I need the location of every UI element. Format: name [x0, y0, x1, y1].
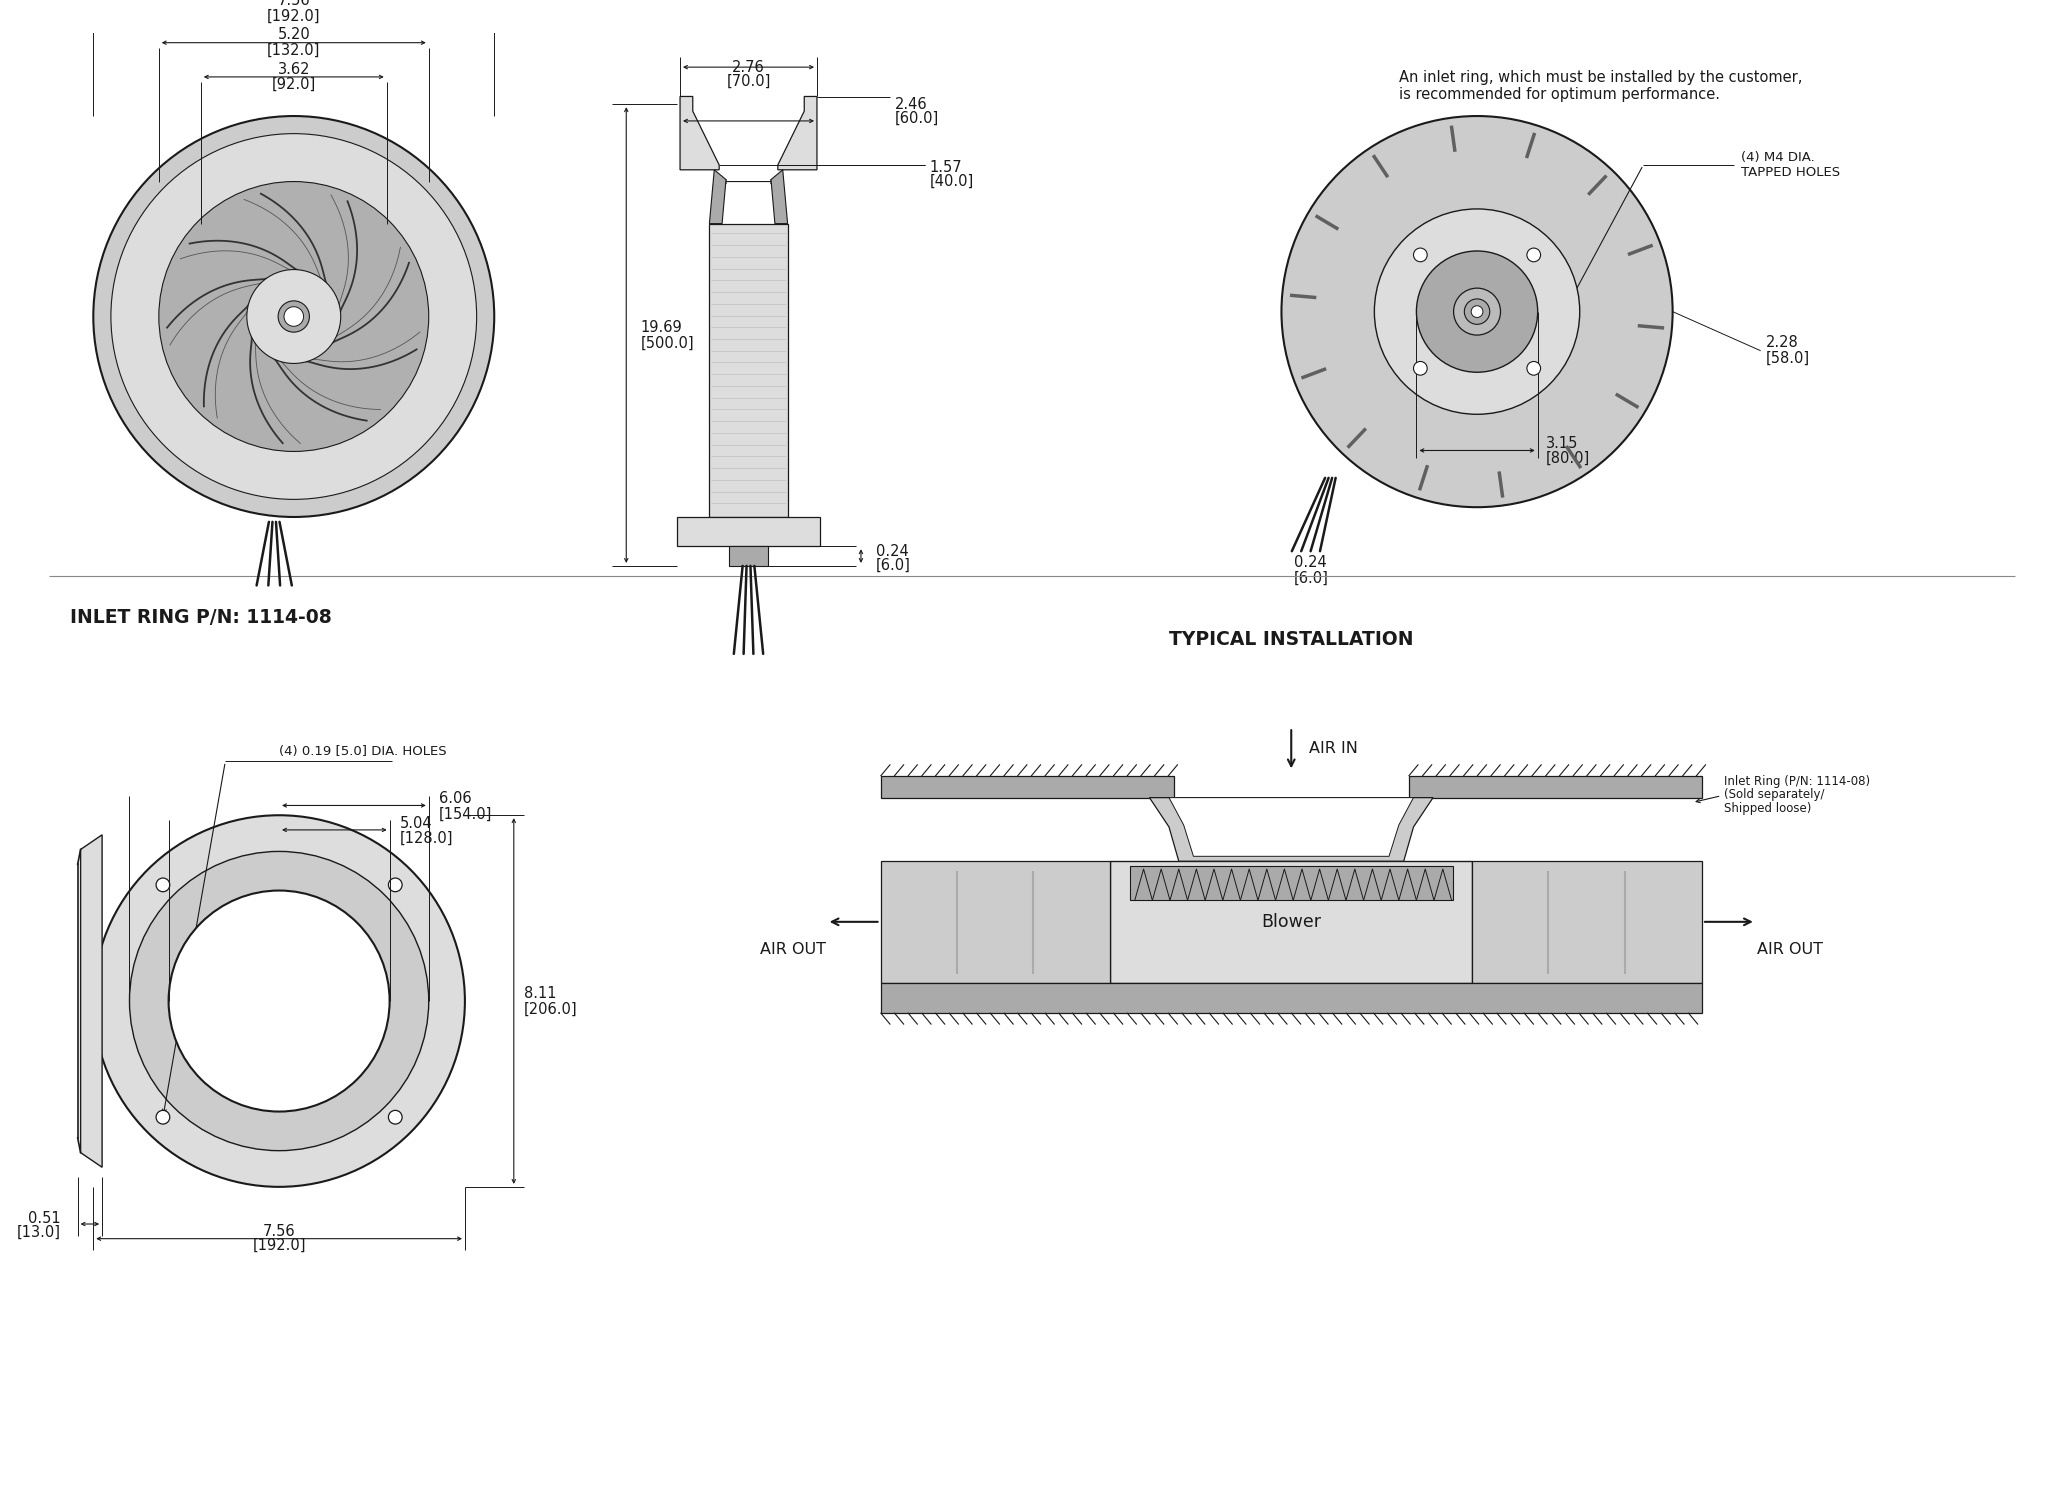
- Text: [128.0]: [128.0]: [399, 831, 453, 846]
- Text: [500.0]: [500.0]: [641, 335, 694, 350]
- Circle shape: [1528, 362, 1540, 375]
- Text: AIR OUT: AIR OUT: [1757, 942, 1823, 957]
- Circle shape: [1413, 247, 1427, 262]
- Text: 2.76: 2.76: [731, 60, 764, 74]
- Text: 5.20: 5.20: [276, 27, 309, 42]
- Circle shape: [1454, 288, 1501, 335]
- Text: [80.0]: [80.0]: [1546, 451, 1589, 466]
- Text: 7.56: 7.56: [276, 0, 309, 7]
- Circle shape: [94, 116, 494, 517]
- Text: 7.56: 7.56: [262, 1225, 295, 1240]
- Text: 19.69: 19.69: [641, 320, 682, 335]
- Text: 8.11: 8.11: [524, 986, 557, 1001]
- Polygon shape: [80, 834, 102, 1167]
- Polygon shape: [709, 170, 725, 224]
- Text: 3.15: 3.15: [1546, 437, 1577, 451]
- Text: Shipped loose): Shipped loose): [1724, 802, 1812, 815]
- Bar: [1130, 866, 1452, 900]
- Polygon shape: [770, 170, 788, 224]
- Text: 2.28: 2.28: [1765, 335, 1798, 350]
- Bar: [709, 224, 788, 517]
- Text: INLET RING P/N: 1114-08: INLET RING P/N: 1114-08: [70, 608, 332, 627]
- Polygon shape: [680, 97, 719, 170]
- Circle shape: [1528, 247, 1540, 262]
- Text: TAPPED HOLES: TAPPED HOLES: [1741, 167, 1841, 179]
- Text: Inlet Ring (P/N: 1114-08): Inlet Ring (P/N: 1114-08): [1724, 775, 1870, 788]
- Circle shape: [389, 878, 401, 891]
- Circle shape: [1374, 209, 1579, 414]
- Text: Blower: Blower: [1262, 913, 1321, 931]
- Text: 3.62: 3.62: [279, 61, 309, 76]
- Text: 1.57: 1.57: [930, 161, 963, 176]
- Polygon shape: [1169, 797, 1413, 857]
- Circle shape: [1464, 299, 1489, 325]
- Text: 5.04: 5.04: [399, 815, 432, 830]
- Bar: [678, 517, 819, 547]
- Text: [154.0]: [154.0]: [438, 806, 492, 822]
- Text: [132.0]: [132.0]: [266, 43, 319, 58]
- Bar: [881, 776, 1174, 797]
- Text: (4) M4 DIA.: (4) M4 DIA.: [1741, 150, 1815, 164]
- Circle shape: [248, 270, 340, 364]
- Text: AIR IN: AIR IN: [1309, 741, 1358, 757]
- Text: AIR OUT: AIR OUT: [760, 942, 825, 957]
- Text: [70.0]: [70.0]: [727, 73, 770, 88]
- Circle shape: [156, 1110, 170, 1123]
- Text: [60.0]: [60.0]: [895, 110, 940, 125]
- Text: (Sold separately/: (Sold separately/: [1724, 788, 1825, 802]
- Circle shape: [129, 851, 428, 1150]
- Text: TYPICAL INSTALLATION: TYPICAL INSTALLATION: [1169, 630, 1413, 648]
- Text: 0.24: 0.24: [1294, 556, 1327, 571]
- Bar: [729, 547, 768, 566]
- Bar: [1110, 861, 1473, 983]
- Circle shape: [1470, 305, 1483, 317]
- Bar: [881, 983, 1702, 1013]
- Text: [40.0]: [40.0]: [930, 174, 973, 189]
- Circle shape: [94, 815, 465, 1188]
- Circle shape: [389, 1110, 401, 1123]
- Polygon shape: [1149, 797, 1434, 861]
- Text: [192.0]: [192.0]: [266, 9, 322, 24]
- Text: 2.46: 2.46: [895, 97, 928, 112]
- Text: [6.0]: [6.0]: [877, 557, 911, 572]
- Bar: [1473, 861, 1702, 983]
- Text: [192.0]: [192.0]: [252, 1238, 305, 1253]
- Circle shape: [285, 307, 303, 326]
- Polygon shape: [778, 97, 817, 170]
- Bar: [1409, 776, 1702, 797]
- Text: [13.0]: [13.0]: [16, 1225, 61, 1240]
- Circle shape: [111, 134, 477, 499]
- Text: 0.24: 0.24: [877, 544, 909, 559]
- Text: 6.06: 6.06: [438, 791, 471, 806]
- Circle shape: [279, 301, 309, 332]
- Text: [92.0]: [92.0]: [272, 77, 315, 92]
- Circle shape: [1413, 362, 1427, 375]
- Circle shape: [168, 891, 389, 1112]
- Bar: [881, 861, 1110, 983]
- Circle shape: [1417, 250, 1538, 372]
- Text: [58.0]: [58.0]: [1765, 352, 1810, 367]
- Circle shape: [1282, 116, 1673, 507]
- Circle shape: [156, 878, 170, 891]
- Text: [206.0]: [206.0]: [524, 1001, 578, 1016]
- Text: (4) 0.19 [5.0] DIA. HOLES: (4) 0.19 [5.0] DIA. HOLES: [279, 745, 446, 758]
- Text: 0.51: 0.51: [29, 1211, 61, 1226]
- Circle shape: [160, 182, 428, 451]
- Text: [6.0]: [6.0]: [1294, 571, 1329, 586]
- Text: An inlet ring, which must be installed by the customer,
is recommended for optim: An inlet ring, which must be installed b…: [1399, 70, 1802, 103]
